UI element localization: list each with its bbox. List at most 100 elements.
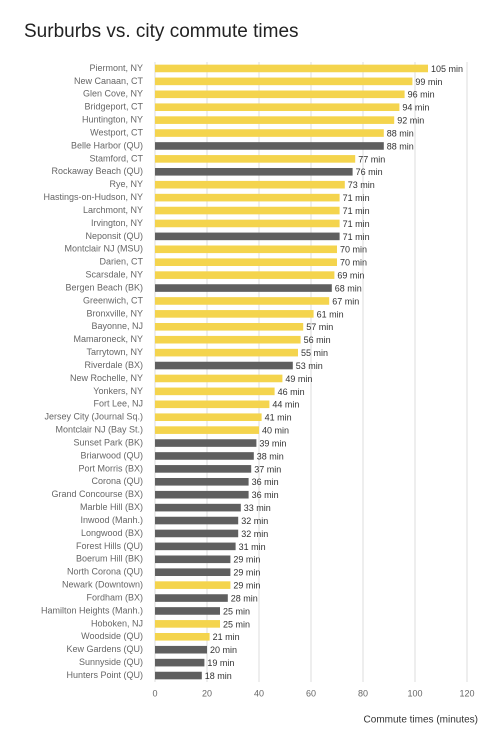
chart-title: Surburbs vs. city commute times (24, 21, 299, 42)
bar (155, 232, 340, 241)
x-tick-label: 100 (407, 688, 422, 698)
bar (155, 620, 220, 628)
value-label: 57 min (306, 322, 333, 332)
bar (155, 645, 207, 654)
bar (155, 387, 275, 396)
y-tick-label: Newark (Downtown) (62, 580, 143, 590)
y-tick-label: Sunnyside (QU) (79, 657, 143, 667)
value-label: 71 min (343, 193, 370, 203)
value-label: 44 min (272, 400, 299, 410)
bar (155, 516, 239, 525)
value-label: 46 min (278, 387, 305, 397)
y-tick-label: Tarrytown, NY (86, 347, 143, 357)
y-tick-label: Piermont, NY (89, 63, 143, 73)
bar (155, 129, 384, 137)
bar (155, 477, 249, 486)
bar (155, 335, 301, 344)
bar (155, 155, 356, 163)
value-label: 20 min (210, 645, 237, 655)
y-tick-label: Montclair NJ (Bay St.) (55, 425, 143, 435)
y-tick-label: Hunters Point (QU) (66, 670, 143, 680)
bar (155, 452, 254, 460)
bar (155, 90, 405, 99)
value-label: 32 min (241, 529, 268, 539)
y-tick-label: Inwood (Manh.) (80, 515, 143, 525)
value-label: 92 min (397, 116, 424, 126)
value-label: 69 min (337, 271, 364, 281)
bar (155, 167, 353, 176)
bar (155, 348, 298, 357)
value-label: 70 min (340, 258, 367, 268)
value-label: 56 min (304, 335, 331, 345)
value-label: 105 min (431, 64, 463, 74)
y-tick-label: Sunset Park (BK) (73, 437, 143, 447)
x-tick-label: 40 (254, 688, 264, 698)
y-tick-label: Forest Hills (QU) (76, 541, 143, 551)
value-label: 19 min (207, 658, 234, 668)
y-tick-label: Montclair NJ (MSU) (64, 244, 143, 254)
value-label: 99 min (415, 77, 442, 87)
value-label: 39 min (259, 438, 286, 448)
value-label: 36 min (252, 490, 279, 500)
y-tick-label: North Corona (QU) (67, 567, 143, 577)
y-tick-label: Briarwood (QU) (80, 450, 143, 460)
y-tick-label: Corona (QU) (91, 476, 143, 486)
value-label: 31 min (239, 542, 266, 552)
y-tick-label: Hastings-on-Hudson, NY (43, 192, 143, 202)
bar (155, 490, 249, 499)
bar (155, 413, 262, 422)
bar (155, 271, 335, 279)
value-label: 25 min (223, 606, 250, 616)
bar (155, 426, 259, 434)
value-label: 71 min (343, 206, 370, 216)
value-label: 33 min (244, 503, 271, 513)
value-label: 25 min (223, 619, 250, 629)
bar (155, 77, 413, 86)
x-tick-label: 120 (459, 688, 474, 698)
value-label: 71 min (343, 232, 370, 242)
bar (155, 219, 340, 228)
value-label: 29 min (233, 568, 260, 578)
y-tick-label: Yonkers, NY (93, 386, 143, 396)
value-label: 77 min (358, 154, 385, 164)
y-tick-label: Jersey City (Journal Sq.) (44, 412, 143, 422)
x-tick-label: 0 (152, 688, 157, 698)
bar (155, 193, 340, 202)
y-tick-label: New Rochelle, NY (70, 373, 143, 383)
y-tick-label: Belle Harbor (QU) (71, 140, 143, 150)
y-tick-label: Marble Hill (BX) (80, 502, 143, 512)
bar (155, 206, 340, 215)
y-tick-label: Bronxville, NY (86, 308, 143, 318)
value-label: 88 min (387, 141, 414, 151)
value-label: 38 min (257, 451, 284, 461)
y-tick-label: Longwood (BX) (81, 528, 143, 538)
bar (155, 439, 257, 447)
bar (155, 374, 283, 383)
y-tick-label: Hamilton Heights (Manh.) (41, 605, 143, 615)
bar (155, 258, 337, 267)
value-label: 73 min (348, 180, 375, 190)
y-tick-label: Riverdale (BX) (84, 360, 143, 370)
y-tick-label: Fort Lee, NJ (93, 399, 143, 409)
x-tick-label: 80 (358, 688, 368, 698)
value-label: 49 min (285, 374, 312, 384)
value-label: 53 min (296, 361, 323, 371)
y-tick-label: Port Morris (BX) (78, 463, 143, 473)
y-tick-label: Rockaway Beach (QU) (51, 166, 143, 176)
y-tick-label: Larchmont, NY (83, 205, 143, 215)
y-tick-label: Hoboken, NJ (91, 618, 143, 628)
value-label: 37 min (254, 464, 281, 474)
y-tick-label: Woodside (QU) (81, 631, 143, 641)
y-tick-label: Westport, CT (90, 127, 143, 137)
bar (155, 503, 241, 512)
bar (155, 632, 210, 641)
bar (155, 568, 231, 577)
y-tick-label: Darien, CT (99, 257, 143, 267)
value-label: 88 min (387, 128, 414, 138)
y-tick-label: Fordham (BX) (86, 592, 143, 602)
value-label: 55 min (301, 348, 328, 358)
value-label: 70 min (340, 245, 367, 255)
value-label: 67 min (332, 296, 359, 306)
y-tick-label: Huntington, NY (82, 115, 143, 125)
bar (155, 542, 236, 551)
